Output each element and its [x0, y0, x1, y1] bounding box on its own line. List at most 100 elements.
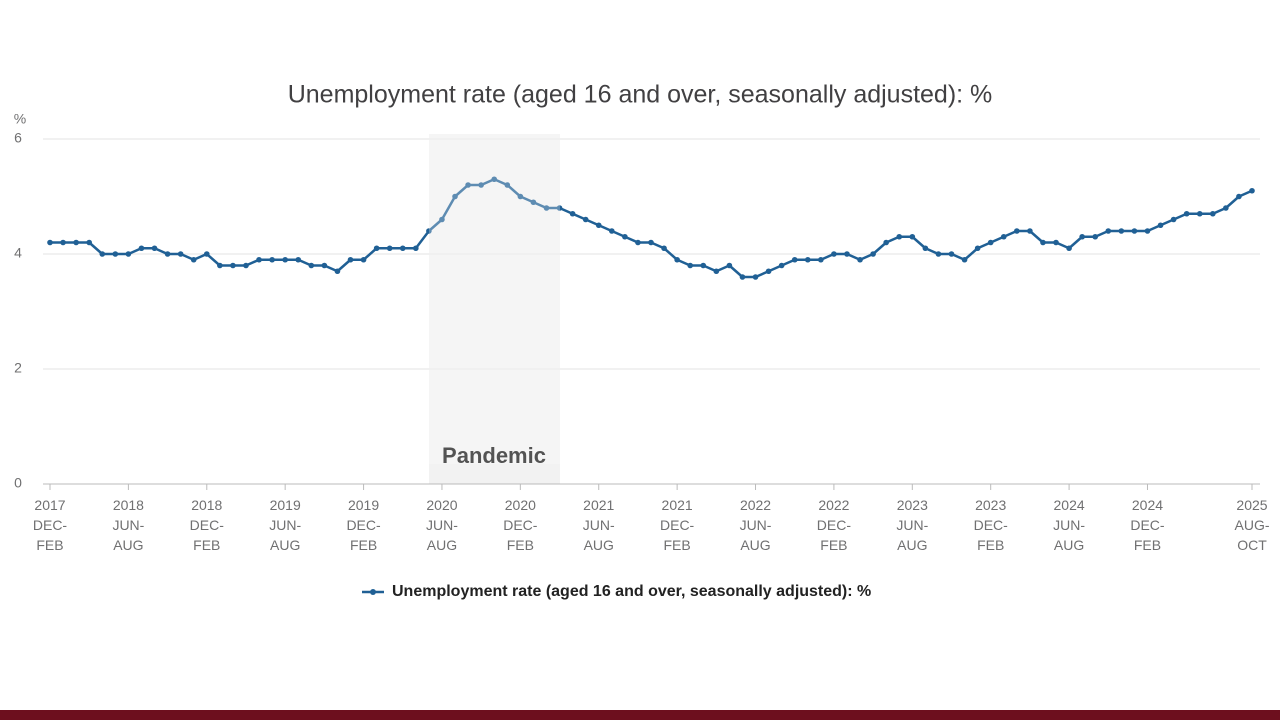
x-tick-label: 2019 JUN- AUG — [269, 497, 301, 553]
data-point — [86, 239, 92, 246]
x-tick-label-line: 2021 — [583, 497, 614, 513]
data-point — [635, 239, 641, 246]
data-point — [831, 251, 837, 257]
x-tick-label: 2023 JUN- AUG — [896, 497, 928, 553]
data-point — [609, 228, 615, 234]
data-point — [961, 256, 968, 263]
data-point — [1040, 239, 1046, 246]
x-tick-label-line: 2024 — [1132, 497, 1163, 513]
data-point — [308, 262, 315, 269]
data-point — [1066, 245, 1072, 252]
x-tick-label-line: 2019 — [270, 497, 301, 513]
y-tick-label: 2 — [14, 360, 22, 376]
x-tick-label-line: AUG — [1054, 537, 1084, 553]
data-point — [1027, 228, 1033, 234]
data-point — [1183, 210, 1190, 217]
x-tick-label: 2020 DEC- FEB — [503, 497, 538, 553]
x-tick-label-line: 2018 — [113, 497, 144, 513]
data-point — [1092, 233, 1099, 240]
data-point — [1118, 228, 1125, 234]
data-point — [1014, 228, 1020, 234]
data-point — [844, 251, 850, 257]
data-point — [1210, 210, 1216, 217]
series-line — [50, 178, 1253, 279]
x-tick-label-line: 2020 — [426, 497, 457, 513]
x-tick-label-line: JUN- — [740, 517, 772, 533]
data-point — [595, 222, 602, 229]
data-point — [164, 251, 171, 257]
x-tick-label-line: 2023 — [897, 497, 928, 513]
x-tick-label: 2021 JUN- AUG — [583, 497, 615, 553]
data-point — [974, 245, 981, 252]
data-point — [909, 233, 916, 240]
data-point — [138, 245, 145, 252]
data-point — [73, 239, 79, 246]
x-tick-label-line: 2025 — [1236, 497, 1267, 513]
x-tick-label-line: AUG — [113, 537, 143, 553]
x-tick-label: 2024 DEC- FEB — [1130, 497, 1165, 553]
x-tick-label-line: FEB — [350, 537, 377, 553]
x-tick-label: 2023 DEC- FEB — [974, 497, 1009, 553]
x-tick-label-line: DEC- — [974, 517, 1009, 533]
data-point — [935, 251, 942, 257]
y-unit-label: % — [14, 111, 26, 127]
data-point — [99, 251, 106, 257]
pandemic-overlay — [429, 134, 560, 464]
data-point — [439, 216, 445, 223]
data-point — [60, 239, 66, 246]
x-tick-label-line: DEC- — [1130, 517, 1165, 533]
data-point — [674, 256, 680, 263]
x-tick-label: 2022 JUN- AUG — [740, 497, 772, 553]
data-point — [739, 274, 746, 280]
data-point — [818, 256, 824, 263]
x-tick-label-line: AUG — [897, 537, 927, 553]
data-point — [504, 182, 511, 188]
data-point — [190, 256, 197, 263]
data-point — [1053, 239, 1059, 246]
data-point — [360, 256, 367, 263]
data-point — [426, 228, 432, 234]
x-tick-label-line: 2024 — [1054, 497, 1085, 513]
data-point — [687, 262, 693, 269]
data-point — [622, 233, 628, 240]
x-tick-label-line: FEB — [977, 537, 1004, 553]
data-point — [1131, 228, 1138, 234]
data-point — [413, 245, 419, 252]
data-point — [922, 245, 929, 252]
data-point — [230, 262, 236, 269]
data-point — [530, 199, 537, 206]
data-point — [1223, 205, 1229, 211]
x-tick-label-line: AUG — [584, 537, 614, 553]
x-tick-label-line: 2022 — [818, 497, 849, 513]
x-tick-label-line: FEB — [507, 537, 534, 553]
x-tick-label: 2017 DEC- FEB — [33, 497, 68, 553]
y-tick-label: 4 — [14, 245, 22, 261]
data-point — [1196, 210, 1203, 217]
data-point — [1144, 228, 1151, 234]
data-point — [1079, 233, 1085, 240]
data-point — [373, 245, 380, 252]
data-point — [478, 182, 484, 188]
x-tick-label-line: DEC- — [346, 517, 381, 533]
x-tick-label-line: DEC- — [817, 517, 852, 533]
data-point — [896, 233, 903, 240]
x-tick-label-line: 2022 — [740, 497, 771, 513]
data-point — [112, 251, 119, 257]
x-tick-label: 2024 JUN- AUG — [1053, 497, 1085, 553]
x-tick-label: 2018 DEC- FEB — [190, 497, 225, 553]
data-point — [726, 262, 733, 269]
x-tick-label-line: FEB — [820, 537, 847, 553]
y-tick-label: 6 — [14, 130, 22, 146]
data-point — [269, 256, 275, 263]
x-tick-label-line: 2021 — [662, 497, 693, 513]
pandemic-shade — [429, 134, 560, 484]
x-tick-label: 2019 DEC- FEB — [346, 497, 381, 553]
data-point — [1236, 193, 1242, 200]
x-tick-label-line: JUN- — [1053, 517, 1085, 533]
data-point — [125, 251, 132, 257]
x-tick-label-line: FEB — [193, 537, 220, 553]
data-point — [700, 262, 707, 269]
data-point — [1157, 222, 1164, 229]
x-tick-label-line: 2023 — [975, 497, 1006, 513]
data-point — [857, 256, 863, 263]
